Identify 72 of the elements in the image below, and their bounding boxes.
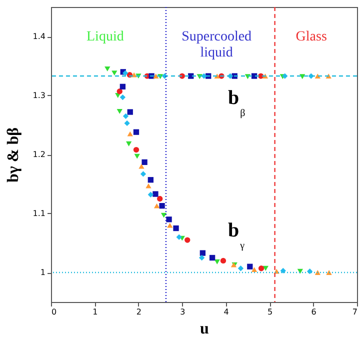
x-tick-label: 4 [224,308,229,316]
y-tick-label: 1.2 [32,150,46,159]
point [127,131,133,136]
point [157,196,163,202]
point [314,74,320,78]
annotation: Glass [296,29,327,44]
annotation: bβ [228,87,246,120]
annotation: bγ [228,219,246,252]
point [238,266,244,272]
point [126,141,132,146]
y-tick-label: 1.3 [32,91,46,100]
point [160,212,167,218]
x-tick-label: 5 [268,308,273,316]
point [247,264,253,270]
point [200,250,206,256]
point [176,234,182,240]
point [122,113,129,119]
point [251,267,258,272]
point [220,258,226,264]
point [133,129,140,135]
point [184,237,190,243]
point [297,268,303,274]
annotation: Supercooled liquid [182,29,252,60]
y-tick-label: 1.1 [32,209,46,218]
point [198,254,205,261]
point [120,84,126,90]
point [146,183,152,188]
point [133,146,140,153]
y-axis-title: bγ & bβ [4,127,22,183]
point [188,73,194,79]
point [104,66,110,72]
x-tick-label: 6 [311,308,316,316]
annotation: Liquid [86,29,124,44]
y-tick-label: 1.4 [32,32,46,41]
y-tick-label: 1 [40,268,46,277]
point [131,72,137,78]
point [148,192,154,198]
point [127,109,133,115]
point [116,88,122,94]
point [209,254,216,261]
point [153,74,159,78]
point [142,159,148,165]
point [154,203,160,208]
point [214,74,220,78]
x-tick-label: 7 [352,308,358,316]
point [262,266,268,271]
point [244,74,251,80]
point [138,164,144,169]
point [148,177,154,183]
point [173,225,179,232]
point [258,266,264,272]
x-axis-title: u [200,320,210,338]
x-tick-label: 0 [52,308,57,316]
point [314,270,320,275]
x-tick-label: 3 [180,308,186,316]
point [120,94,126,100]
point [134,154,140,159]
point [140,171,146,177]
point [326,270,332,275]
point [300,74,306,80]
point [116,108,122,114]
point [166,216,172,222]
x-tick-label: 2 [136,308,142,316]
point [251,73,258,79]
x-tick-label: 1 [92,308,98,316]
point [124,120,130,126]
point [167,222,173,228]
point [280,268,286,274]
point [152,191,158,197]
point [159,203,165,209]
point [122,70,128,76]
point [112,70,118,76]
